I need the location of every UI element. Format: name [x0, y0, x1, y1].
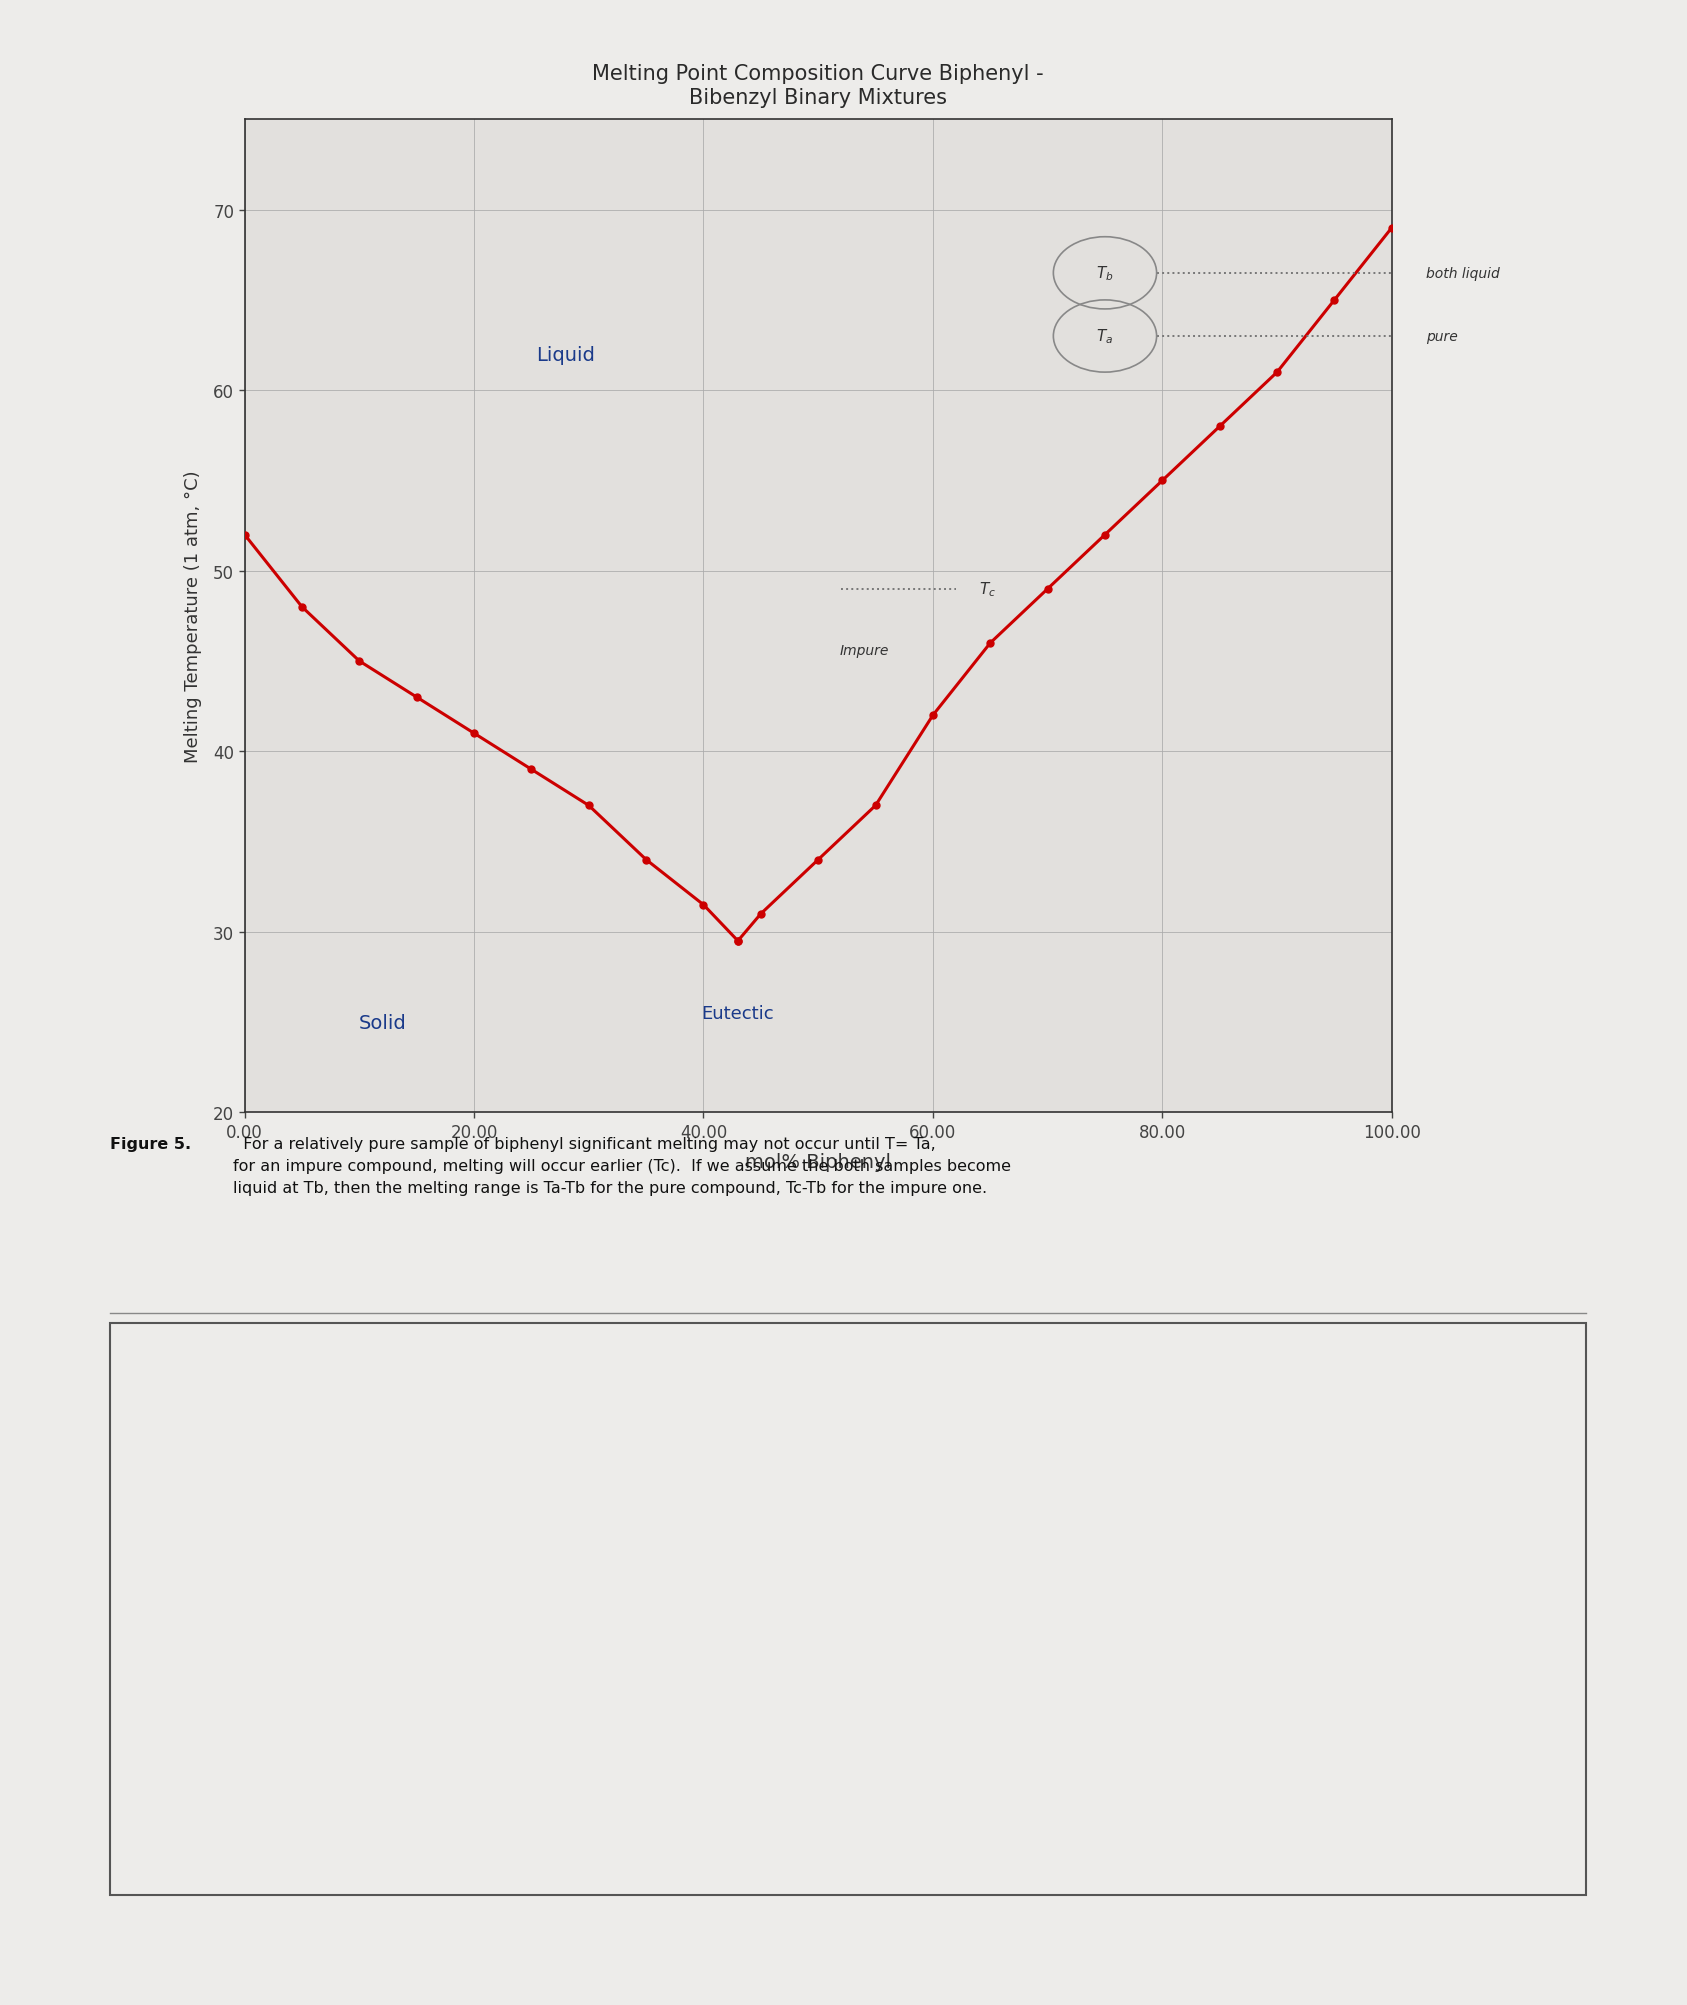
- Text: pure: pure: [1426, 331, 1458, 343]
- Text: $T_a$: $T_a$: [1097, 327, 1113, 347]
- Y-axis label: Melting Temperature (1 atm, °C): Melting Temperature (1 atm, °C): [184, 471, 202, 762]
- Text: $T_c$: $T_c$: [978, 579, 995, 599]
- Text: Solid: Solid: [358, 1013, 407, 1033]
- Text: Mix the unknown with a compound that is not the same: Mix the unknown with a compound that is …: [127, 1768, 575, 1784]
- Text: Liquid: Liquid: [536, 345, 596, 365]
- Text: For a relatively pure sample of biphenyl significant melting may not occur until: For a relatively pure sample of biphenyl…: [233, 1137, 1011, 1195]
- Text: $T_b$: $T_b$: [1097, 265, 1113, 283]
- Text: Impure: Impure: [840, 644, 889, 658]
- Title: Melting Point Composition Curve Biphenyl -
Bibenzyl Binary Mixtures: Melting Point Composition Curve Biphenyl…: [592, 64, 1044, 108]
- Text: This behavior is also useful for identifying compounds.  An unknown has a meltin: This behavior is also useful for identif…: [127, 1347, 887, 1406]
- Text: Eutectic: Eutectic: [702, 1005, 774, 1023]
- Text: Figure 5.: Figure 5.: [110, 1137, 191, 1151]
- X-axis label: mol% Biphenyl: mol% Biphenyl: [746, 1153, 891, 1171]
- Text: Mix the unknown with the compound that is the same compound: Mix the unknown with the compound that i…: [127, 1598, 651, 1612]
- Text: both liquid: both liquid: [1426, 267, 1500, 281]
